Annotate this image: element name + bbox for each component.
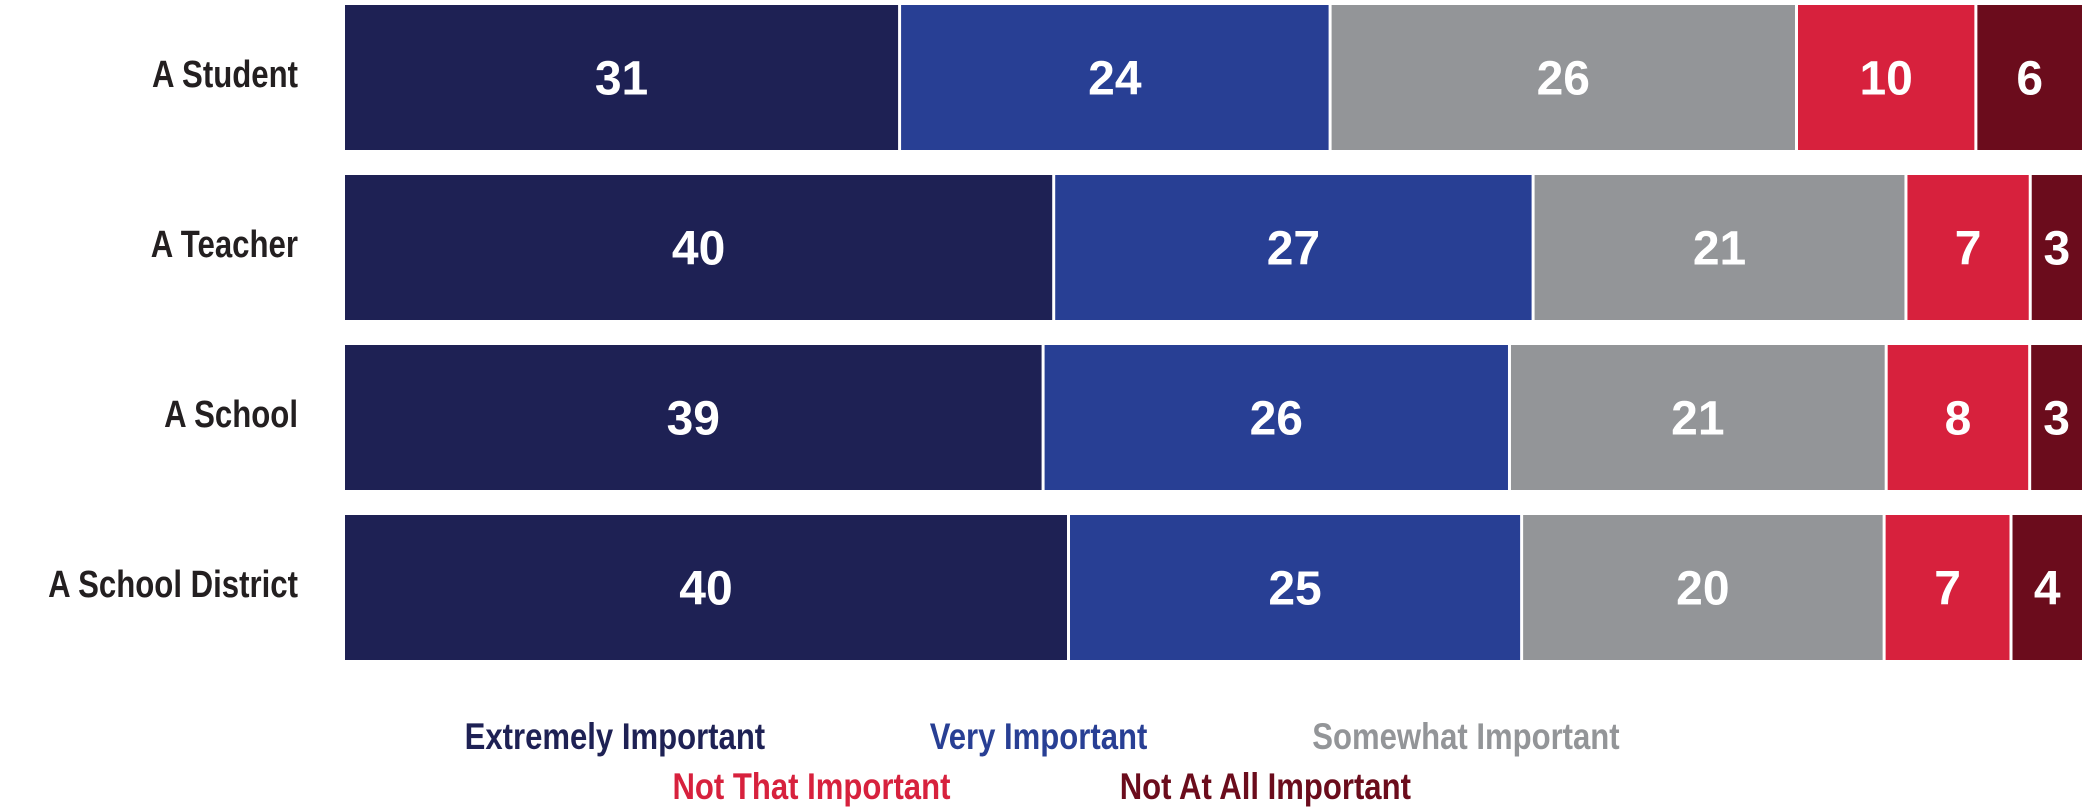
bar-segment <box>345 5 899 150</box>
bar-segment <box>1977 5 2082 150</box>
bar-segment <box>1885 515 2010 660</box>
legend-item-not-that-important: Not That Important <box>672 766 951 807</box>
data-label: 26 <box>1250 393 1303 446</box>
bar-segment <box>1331 5 1795 150</box>
category-label: A School <box>164 393 298 436</box>
data-label: 3 <box>2043 393 2070 446</box>
category-label: A School District <box>48 563 298 606</box>
bar-segment <box>1907 175 2029 320</box>
data-label: 27 <box>1267 223 1320 276</box>
bar-segment <box>2012 515 2082 660</box>
data-label: 7 <box>1934 563 1961 616</box>
data-label: 10 <box>1859 53 1912 106</box>
data-label: 6 <box>2016 53 2043 106</box>
legend-item-very-important: Very Important <box>929 716 1148 757</box>
bar-segment <box>1523 515 1883 660</box>
data-label: 20 <box>1676 563 1729 616</box>
data-label: 25 <box>1268 563 1321 616</box>
bar-segment <box>345 175 1053 320</box>
bar-segment <box>2031 175 2082 320</box>
legend-row: Extremely Important Very Important Somew… <box>0 712 2085 762</box>
category-label: A Student <box>152 53 298 96</box>
bar-segment <box>1534 175 1905 320</box>
data-label: 8 <box>1945 393 1972 446</box>
data-label: 4 <box>2034 563 2061 616</box>
bar-segment <box>1055 175 1532 320</box>
data-label: 40 <box>672 223 725 276</box>
bar-segment <box>1510 345 1885 490</box>
data-label: 21 <box>1671 393 1724 446</box>
bar-segment <box>345 345 1042 490</box>
bar-segment <box>1887 345 2029 490</box>
data-label: 40 <box>679 563 732 616</box>
data-label: 31 <box>595 53 648 106</box>
data-label: 26 <box>1537 53 1590 106</box>
data-label: 21 <box>1693 223 1746 276</box>
category-label: A Teacher <box>150 223 298 266</box>
data-label: 39 <box>667 393 720 446</box>
legend-item-not-at-all-important: Not At All Important <box>1119 766 1412 807</box>
legend: Extremely Important Very Important Somew… <box>0 712 2085 812</box>
legend-item-extremely-important: Extremely Important <box>464 716 766 757</box>
bar-segment <box>345 515 1067 660</box>
bar-segment <box>2031 345 2082 490</box>
data-label: 3 <box>2044 223 2071 276</box>
legend-row: Not That Important Not At All Important <box>0 762 2085 812</box>
data-label: 24 <box>1088 53 1142 106</box>
data-label: 7 <box>1955 223 1982 276</box>
bar-segment <box>1044 345 1508 490</box>
bar-segment <box>1797 5 1975 150</box>
bar-segment <box>1070 515 1521 660</box>
bar-segment <box>901 5 1329 150</box>
legend-item-somewhat-important: Somewhat Important <box>1312 716 1620 757</box>
